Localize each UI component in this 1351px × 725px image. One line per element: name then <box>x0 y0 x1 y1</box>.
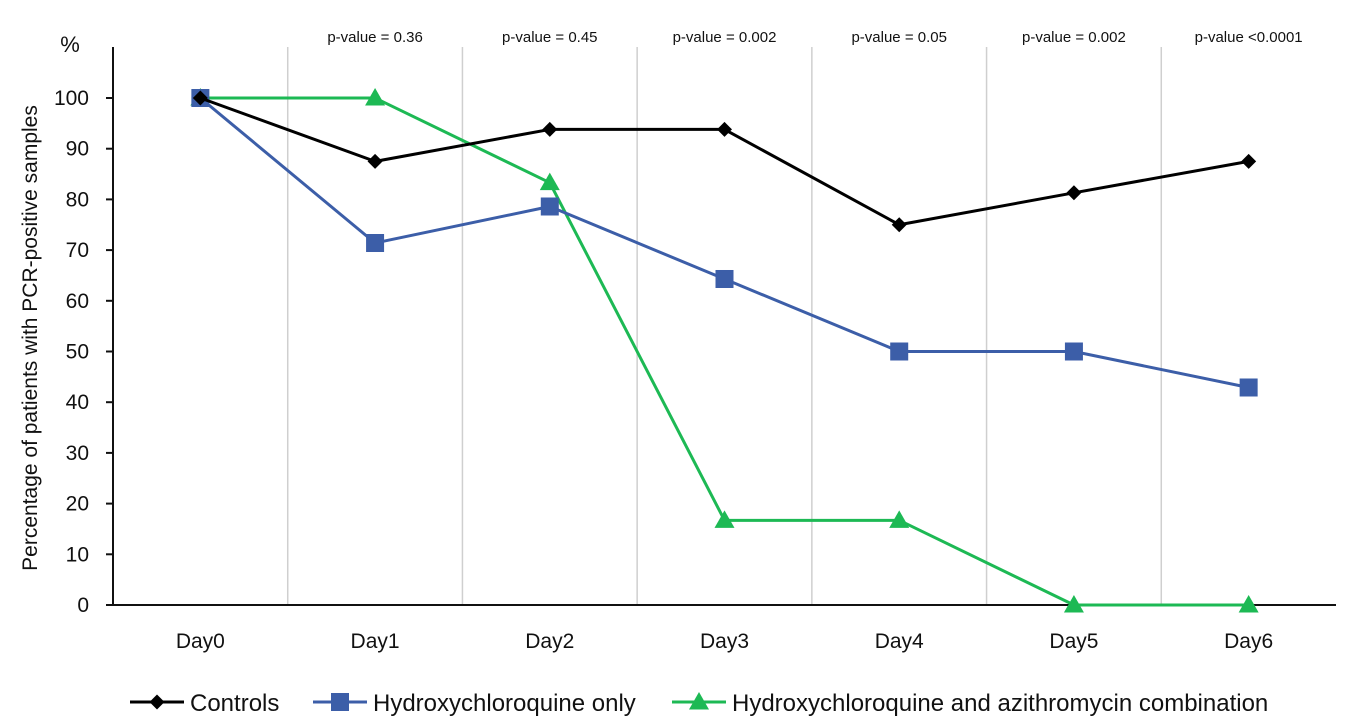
legend-label: Controls <box>190 690 279 717</box>
p-value-label: p-value = 0.36 <box>327 29 423 46</box>
legend-label: Hydroxychloroquine only <box>373 690 636 717</box>
legend-marker-square <box>331 693 349 711</box>
data-point-diamond <box>717 121 732 137</box>
axis-layer: 0 10 20 30 40 50 60 70 80 90 100 Day0 Day1 Day2 Day3 Da… <box>54 47 1336 653</box>
p-value-label: p-value = 0.002 <box>1022 29 1126 46</box>
data-point-triangle <box>365 88 386 106</box>
legend-item: Hydroxychloroquine and azithromycin comb… <box>672 690 1268 717</box>
data-point-diamond <box>542 121 558 137</box>
data-point-square <box>366 234 385 253</box>
series-line <box>199 96 1249 227</box>
y-tick-label: 0 <box>77 594 89 617</box>
series-square <box>191 89 1258 397</box>
legend-item: Hydroxychloroquine only <box>313 690 636 717</box>
p-value-label: p-value = 0.002 <box>673 29 777 46</box>
data-point-triangle <box>889 510 910 528</box>
legend-marker-diamond <box>149 694 165 710</box>
x-tick-label: Day5 <box>1049 630 1098 653</box>
data-point-triangle <box>1063 595 1084 613</box>
data-point-diamond <box>891 217 907 233</box>
y-tick-label: 40 <box>66 391 89 414</box>
data-point-square <box>715 269 734 288</box>
y-tick-label: 90 <box>66 138 89 161</box>
p-value-label: p-value = 0.05 <box>851 29 947 46</box>
data-point-square <box>1239 378 1258 397</box>
x-tick-label: Day4 <box>875 630 924 653</box>
data-point-triangle <box>539 172 560 191</box>
data-point-triangle <box>1238 595 1259 613</box>
legend: Controls Hydroxychloroquine only Hydroxych… <box>130 690 1268 717</box>
data-point-square <box>540 197 559 216</box>
y-tick-label: 70 <box>66 239 89 262</box>
legend-item: Controls <box>130 690 279 717</box>
y-tick-label: 30 <box>66 442 89 465</box>
x-tick-label: Day6 <box>1224 630 1273 653</box>
y-tick-label: 100 <box>54 87 89 110</box>
series-layer <box>190 88 1259 613</box>
data-point-diamond <box>192 90 208 106</box>
data-point-square <box>890 342 909 361</box>
x-tick-label: Day2 <box>525 630 574 653</box>
series-diamond <box>192 90 1257 233</box>
p-value-label: p-value <0.0001 <box>1195 29 1303 46</box>
series-triangle <box>190 88 1259 613</box>
data-point-diamond <box>367 153 383 169</box>
data-point-square <box>1064 342 1083 361</box>
x-tick-label: Day0 <box>176 630 225 653</box>
series-line <box>199 96 1249 389</box>
data-point-diamond <box>1066 185 1082 201</box>
series-line <box>200 96 1249 607</box>
x-tick-label: Day1 <box>351 630 400 653</box>
y-axis-unit: % <box>60 32 80 57</box>
x-tick-label: Day3 <box>700 630 749 653</box>
y-tick-label: 60 <box>66 290 89 313</box>
legend-label: Hydroxychloroquine and azithromycin comb… <box>732 690 1268 717</box>
y-tick-label: 20 <box>66 493 89 516</box>
label-layer: % Percentage of patients with PCR-positi… <box>19 29 1303 571</box>
y-tick-label: 50 <box>66 341 89 364</box>
p-value-label: p-value = 0.45 <box>502 29 598 46</box>
y-tick-label: 10 <box>66 543 89 566</box>
y-tick-label: 80 <box>66 188 89 211</box>
legend-marker-triangle <box>689 692 709 710</box>
data-point-diamond <box>1241 153 1257 169</box>
data-point-triangle <box>714 510 735 528</box>
y-axis-label: Percentage of patients with PCR-positive… <box>19 105 42 571</box>
